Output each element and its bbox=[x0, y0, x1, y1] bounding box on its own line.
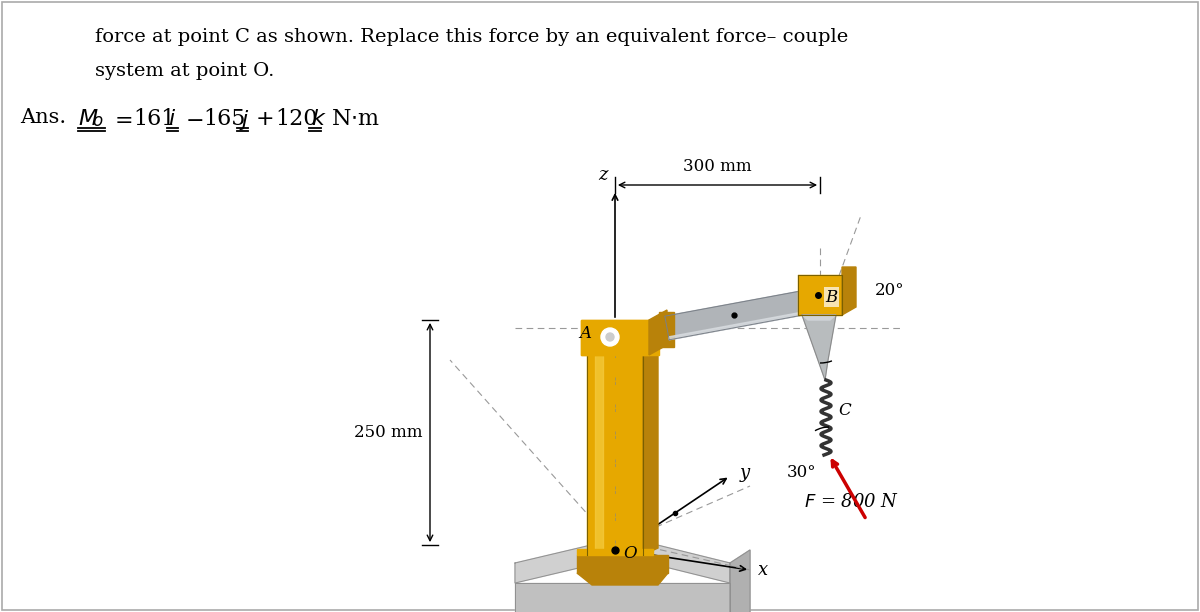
Polygon shape bbox=[668, 312, 804, 340]
Text: $-$: $-$ bbox=[185, 108, 203, 130]
Text: C: C bbox=[838, 401, 851, 419]
Text: system at point O.: system at point O. bbox=[95, 62, 275, 80]
Polygon shape bbox=[649, 310, 667, 355]
Text: 20°: 20° bbox=[875, 282, 905, 299]
Text: 30°: 30° bbox=[787, 464, 817, 481]
Polygon shape bbox=[581, 320, 659, 355]
Text: $i$: $i$ bbox=[168, 108, 176, 130]
Polygon shape bbox=[643, 330, 658, 555]
Polygon shape bbox=[581, 320, 649, 355]
Text: N$\cdot$m: N$\cdot$m bbox=[331, 108, 380, 130]
Text: B: B bbox=[826, 288, 838, 305]
Text: $=$: $=$ bbox=[110, 108, 132, 130]
Text: Ans.: Ans. bbox=[20, 108, 66, 127]
Polygon shape bbox=[577, 555, 668, 573]
Text: 165: 165 bbox=[203, 108, 245, 130]
Polygon shape bbox=[798, 275, 842, 315]
Text: $M$: $M$ bbox=[78, 108, 98, 130]
Polygon shape bbox=[577, 573, 668, 585]
Polygon shape bbox=[515, 583, 730, 612]
Polygon shape bbox=[595, 350, 604, 550]
Text: $F$ = 800 N: $F$ = 800 N bbox=[804, 493, 899, 511]
Polygon shape bbox=[802, 315, 836, 320]
Polygon shape bbox=[659, 312, 674, 347]
Text: y: y bbox=[740, 464, 750, 482]
Polygon shape bbox=[730, 550, 750, 612]
Text: $j$: $j$ bbox=[239, 108, 250, 132]
Polygon shape bbox=[842, 267, 856, 315]
Circle shape bbox=[601, 328, 619, 346]
Text: force at point C as shown. Replace this force by an equivalent force– couple: force at point C as shown. Replace this … bbox=[95, 28, 848, 46]
Text: $o$: $o$ bbox=[92, 113, 103, 130]
Text: x: x bbox=[758, 561, 768, 579]
Text: $+$: $+$ bbox=[256, 108, 274, 130]
Text: z: z bbox=[599, 166, 607, 184]
Text: A: A bbox=[580, 325, 592, 342]
Circle shape bbox=[606, 333, 614, 341]
Polygon shape bbox=[587, 340, 643, 555]
Text: $k$: $k$ bbox=[311, 108, 326, 130]
Text: 161: 161 bbox=[133, 108, 175, 130]
Polygon shape bbox=[802, 315, 836, 380]
Polygon shape bbox=[665, 291, 804, 340]
Text: O: O bbox=[623, 545, 637, 561]
Text: 250 mm: 250 mm bbox=[354, 424, 422, 441]
Polygon shape bbox=[515, 537, 730, 583]
Text: 120: 120 bbox=[275, 108, 318, 130]
Polygon shape bbox=[577, 549, 653, 555]
Text: 300 mm: 300 mm bbox=[683, 158, 752, 175]
